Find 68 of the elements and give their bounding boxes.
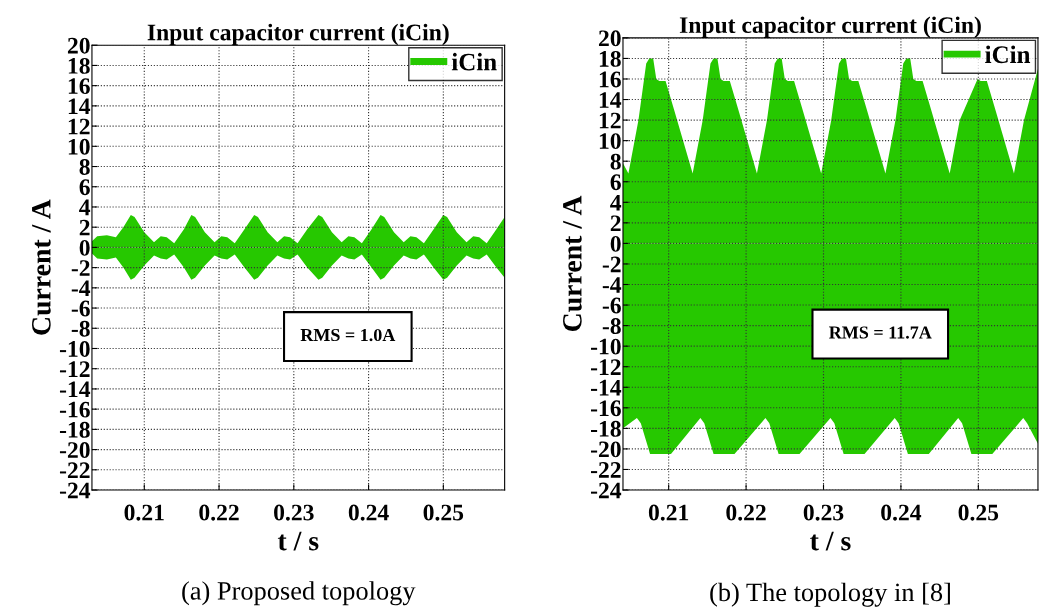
y-tick-label: 16 bbox=[68, 78, 90, 95]
y-tick-label: 2 bbox=[79, 219, 90, 236]
x-tick-label: 0.25 bbox=[958, 504, 999, 521]
y-tick-label: -10 bbox=[59, 340, 90, 357]
y-tick-label: -4 bbox=[71, 280, 91, 297]
legend-label: iCin bbox=[451, 52, 497, 71]
y-tick-label: 14 bbox=[599, 92, 622, 108]
x-tick-label: 0.22 bbox=[199, 504, 239, 521]
y-tick-label: -12 bbox=[59, 361, 90, 377]
y-tick-label: 6 bbox=[79, 179, 90, 196]
y-tick-label: 18 bbox=[599, 50, 621, 67]
y-tick-label: -22 bbox=[590, 462, 621, 478]
y-tick-label: -8 bbox=[71, 320, 90, 337]
y-tick-label: -24 bbox=[590, 482, 622, 499]
y-tick-label: -14 bbox=[59, 381, 91, 398]
y-tick-label: -20 bbox=[590, 441, 621, 458]
y-tick-label: 6 bbox=[610, 174, 621, 191]
y-tick-label: -18 bbox=[590, 420, 621, 437]
y-tick-label: 20 bbox=[67, 37, 90, 54]
y-tick-label: -22 bbox=[59, 462, 90, 478]
y-tick-label: -18 bbox=[59, 421, 90, 438]
y-tick-label: -10 bbox=[590, 338, 621, 355]
y-axis-title: Current / A bbox=[32, 199, 51, 335]
y-tick-label: 8 bbox=[610, 153, 621, 170]
y-tick-label: -12 bbox=[590, 359, 621, 375]
y-tick-label: -16 bbox=[590, 400, 621, 417]
annotation: RMS = 1.0A bbox=[300, 328, 396, 342]
y-tick-label: 10 bbox=[599, 133, 621, 150]
x-tick-label: 0.25 bbox=[423, 504, 464, 521]
y-tick-label: -8 bbox=[602, 318, 621, 335]
y-tick-label: 4 bbox=[610, 194, 622, 211]
x-tick-label: 0.23 bbox=[274, 504, 314, 521]
y-tick-label: 0 bbox=[610, 235, 621, 252]
y-tick-label: -16 bbox=[59, 401, 90, 418]
y-tick-label: 12 bbox=[68, 118, 90, 135]
x-tick-label: 0.24 bbox=[881, 504, 922, 521]
y-tick-label: -14 bbox=[590, 379, 622, 396]
chart-title: Input capacitor current (iCin) bbox=[147, 23, 449, 46]
x-axis-title: t / s bbox=[277, 531, 319, 551]
x-tick-label: 0.22 bbox=[726, 504, 766, 521]
y-tick-label: 0 bbox=[79, 239, 90, 256]
y-tick-label: -6 bbox=[71, 300, 90, 317]
text: (a) Proposed topology bbox=[182, 581, 416, 606]
x-tick-label: 0.21 bbox=[124, 504, 164, 521]
y-tick-label: 4 bbox=[79, 199, 91, 216]
y-tick-label: -2 bbox=[71, 260, 90, 276]
y-tick-label: -2 bbox=[602, 256, 621, 273]
y-tick-label: 2 bbox=[610, 215, 621, 232]
chart-title: Input capacitor current (iCin) bbox=[679, 16, 981, 38]
x-tick-label: 0.21 bbox=[648, 504, 689, 521]
y-tick-label: 18 bbox=[68, 57, 90, 74]
y-tick-label: 20 bbox=[598, 30, 621, 47]
y-tick-label: 12 bbox=[599, 112, 621, 129]
y-tick-label: -4 bbox=[602, 277, 622, 293]
y-tick-label: -20 bbox=[59, 442, 90, 459]
y-axis-title: Current / A bbox=[563, 195, 582, 332]
legend-label: iCin bbox=[985, 45, 1031, 64]
y-tick-label: 8 bbox=[79, 159, 90, 175]
y-tick-label: -6 bbox=[602, 297, 621, 314]
annotation: RMS = 11.7A bbox=[829, 326, 932, 339]
x-tick-label: 0.23 bbox=[803, 504, 844, 521]
y-tick-label: 16 bbox=[599, 71, 621, 88]
y-tick-label: 14 bbox=[68, 98, 91, 115]
text: (b) The topology in [8] bbox=[710, 582, 950, 607]
y-tick-label: -24 bbox=[59, 482, 91, 499]
y-tick-label: 10 bbox=[68, 138, 90, 155]
x-axis-title: t / s bbox=[810, 531, 851, 551]
x-tick-label: 0.24 bbox=[348, 504, 389, 521]
